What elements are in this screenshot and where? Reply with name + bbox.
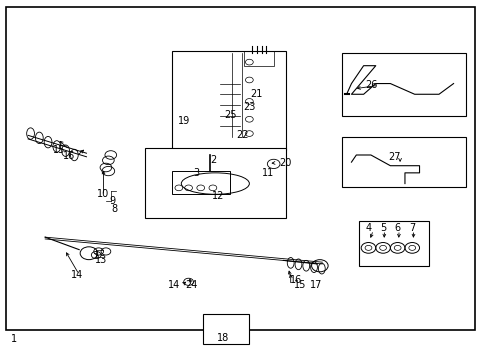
Bar [244,51,273,66]
Text: 24: 24 [184,280,197,291]
Text: 1: 1 [10,334,17,344]
Text: 16: 16 [63,151,76,161]
Text: 16: 16 [290,275,302,285]
Text: 17: 17 [310,280,322,291]
Bar [358,221,428,266]
Bar [171,51,285,150]
Text: 12: 12 [211,191,224,201]
Text: 14: 14 [70,270,82,280]
Text: 22: 22 [235,130,248,140]
Bar [341,53,465,116]
Text: 15: 15 [294,280,306,291]
Text: 11: 11 [261,168,273,178]
Bar [341,137,465,187]
Text: 27: 27 [387,152,400,162]
Text: 21: 21 [250,89,263,99]
Text: 4: 4 [365,223,371,233]
Text: 19: 19 [177,116,189,126]
Text: 20: 20 [279,158,291,168]
Text: 23: 23 [243,102,255,112]
Text: 15: 15 [53,145,65,155]
Text: 3: 3 [192,168,199,178]
Text: 8: 8 [111,203,117,213]
Text: 10: 10 [97,189,109,199]
Text: 6: 6 [394,223,400,233]
Bar [144,148,285,217]
Text: 13: 13 [95,255,107,265]
Text: 2: 2 [209,156,216,165]
Text: 9: 9 [109,197,115,206]
Text: 5: 5 [379,223,386,233]
Bar [203,314,249,344]
Text: 25: 25 [224,110,237,120]
Text: 18: 18 [216,333,228,343]
Text: 14: 14 [167,280,180,291]
Text: 7: 7 [408,223,414,233]
Text: 26: 26 [365,80,377,90]
Bar [171,171,229,194]
